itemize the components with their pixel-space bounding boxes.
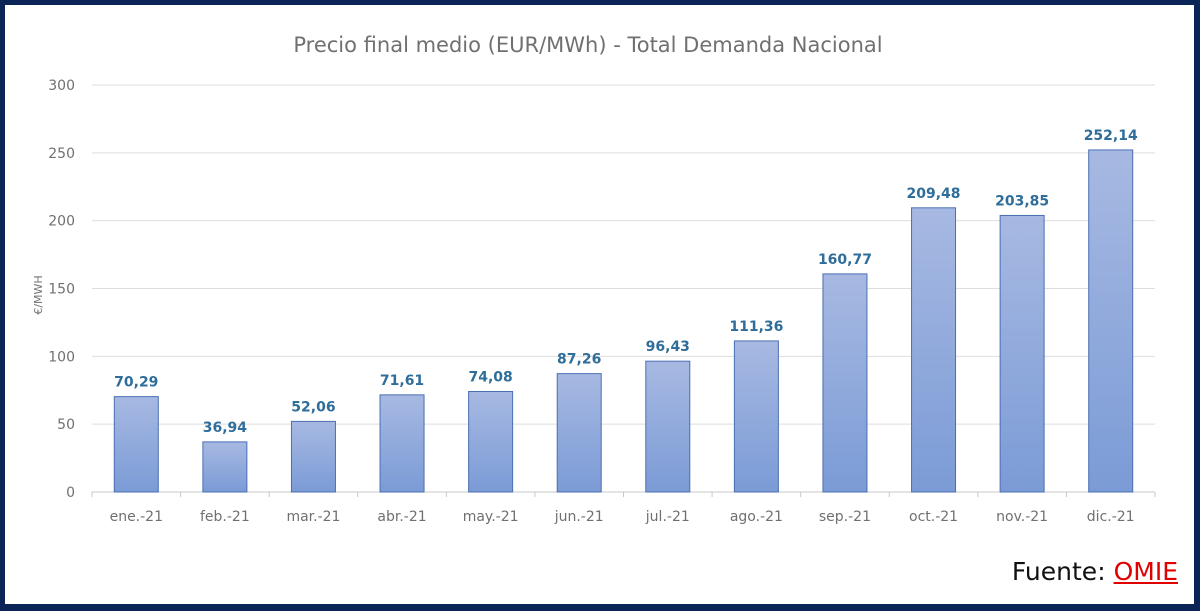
data-label: 71,61 <box>380 373 424 389</box>
source-link[interactable]: OMIE <box>1113 557 1178 586</box>
x-tick-label: may.-21 <box>463 509 519 525</box>
x-tick-label: abr.-21 <box>377 509 426 525</box>
bar-chart: Precio final medio (EUR/MWh) - Total Dem… <box>32 33 1156 525</box>
bar-feb.-21 <box>202 441 248 493</box>
data-label: 160,77 <box>818 252 872 268</box>
y-tick-label: 150 <box>48 282 75 298</box>
data-label: 203,85 <box>995 193 1049 209</box>
bar-ago.-21 <box>733 340 779 493</box>
data-label: 87,26 <box>557 352 601 368</box>
data-label: 209,48 <box>907 186 961 202</box>
bar-nov.-21 <box>999 214 1045 493</box>
bar-ene.-21 <box>113 396 159 493</box>
data-label: 74,08 <box>468 369 512 385</box>
data-label: 96,43 <box>646 339 690 355</box>
bar-may.-21 <box>468 390 514 493</box>
source-label: Fuente: <box>1011 557 1106 586</box>
bar-jul.-21 <box>645 360 691 493</box>
x-tick-label: feb.-21 <box>200 509 250 525</box>
x-tick-label: ene.-21 <box>110 509 163 525</box>
bar-sep.-21 <box>822 273 868 493</box>
x-tick-label: nov.-21 <box>996 509 1048 525</box>
bar-abr.-21 <box>379 394 425 493</box>
y-tick-label: 100 <box>48 349 75 365</box>
data-label: 52,06 <box>291 399 335 415</box>
chart-frame: Precio final medio (EUR/MWh) - Total Dem… <box>5 5 1194 604</box>
x-tick-label: oct.-21 <box>909 509 958 525</box>
source-note: Fuente: OMIE <box>1012 557 1178 586</box>
bar-mar.-21 <box>290 420 336 493</box>
y-tick-label: 50 <box>57 417 75 433</box>
x-tick-label: sep.-21 <box>819 509 871 525</box>
x-tick-label: mar.-21 <box>286 509 340 525</box>
y-axis-label: €/MWH <box>32 275 45 314</box>
data-label: 70,29 <box>114 375 158 391</box>
chart-title: Precio final medio (EUR/MWh) - Total Dem… <box>293 33 882 57</box>
y-tick-label: 300 <box>48 78 75 94</box>
x-tick-label: dic.-21 <box>1087 509 1135 525</box>
data-label: 111,36 <box>729 319 783 335</box>
x-tick-label: jun.-21 <box>554 509 604 525</box>
bar-dic.-21 <box>1088 149 1134 493</box>
y-tick-label: 200 <box>48 214 75 230</box>
bar-jun.-21 <box>556 373 602 493</box>
y-tick-label: 0 <box>66 485 75 501</box>
x-tick-label: ago.-21 <box>730 509 783 525</box>
data-label: 252,14 <box>1084 128 1138 144</box>
x-tick-label: jul.-21 <box>645 509 690 525</box>
bar-oct.-21 <box>911 207 957 493</box>
data-label: 36,94 <box>203 420 248 436</box>
y-tick-label: 250 <box>48 146 75 162</box>
